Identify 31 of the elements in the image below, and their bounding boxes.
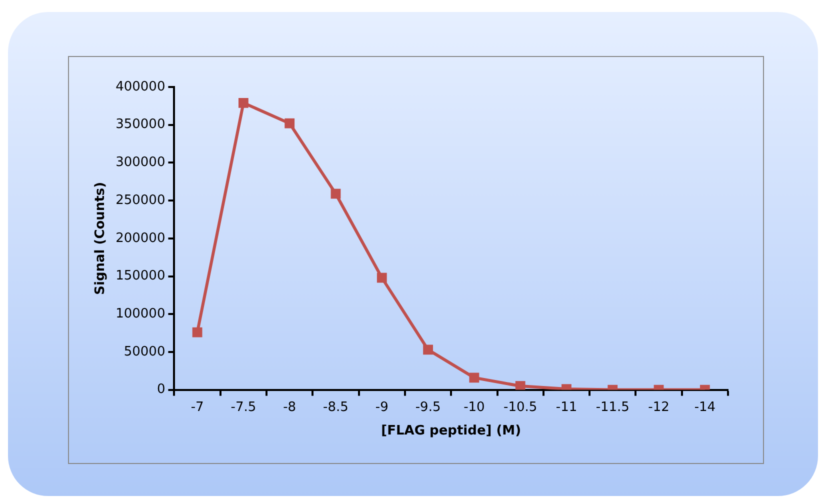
x-tick-label: -10: [464, 400, 485, 415]
x-tick-label: -8.5: [323, 400, 348, 415]
x-tick-label: -8: [283, 400, 296, 415]
x-tick-label: -10.5: [504, 400, 538, 415]
y-tick-label: 200000: [116, 230, 166, 246]
x-axis-title: [FLAG peptide] (M): [381, 424, 522, 439]
point: [330, 188, 341, 199]
x-tick-label: -11: [556, 400, 578, 415]
y-tick-label: 350000: [116, 117, 166, 132]
y-tick-label: 100000: [116, 306, 166, 322]
point: [515, 381, 526, 390]
y-axis-title: Signal (Counts): [93, 182, 108, 295]
y-tick-label: 400000: [116, 79, 166, 94]
x-tick-label: -7.5: [230, 400, 256, 415]
x-tick-label: -14: [694, 400, 716, 415]
point: [423, 344, 433, 355]
point: [238, 98, 248, 108]
point: [192, 327, 202, 338]
x-tick-label: -9.5: [415, 400, 441, 415]
x-tick-label: -7: [190, 400, 204, 415]
y-tick-label: 0: [156, 382, 166, 398]
y-tick-label: 300000: [116, 155, 166, 170]
point: [376, 272, 387, 283]
y-tick-label: 250000: [116, 192, 166, 208]
y-tick-label: 50000: [124, 344, 166, 360]
x-tick-label: -11.5: [596, 400, 630, 415]
point: [469, 372, 480, 383]
y-tick-label: 150000: [116, 268, 166, 284]
x-tick-label: -9: [375, 400, 388, 415]
point: [284, 118, 295, 128]
x-tick-label: -12: [648, 400, 670, 415]
